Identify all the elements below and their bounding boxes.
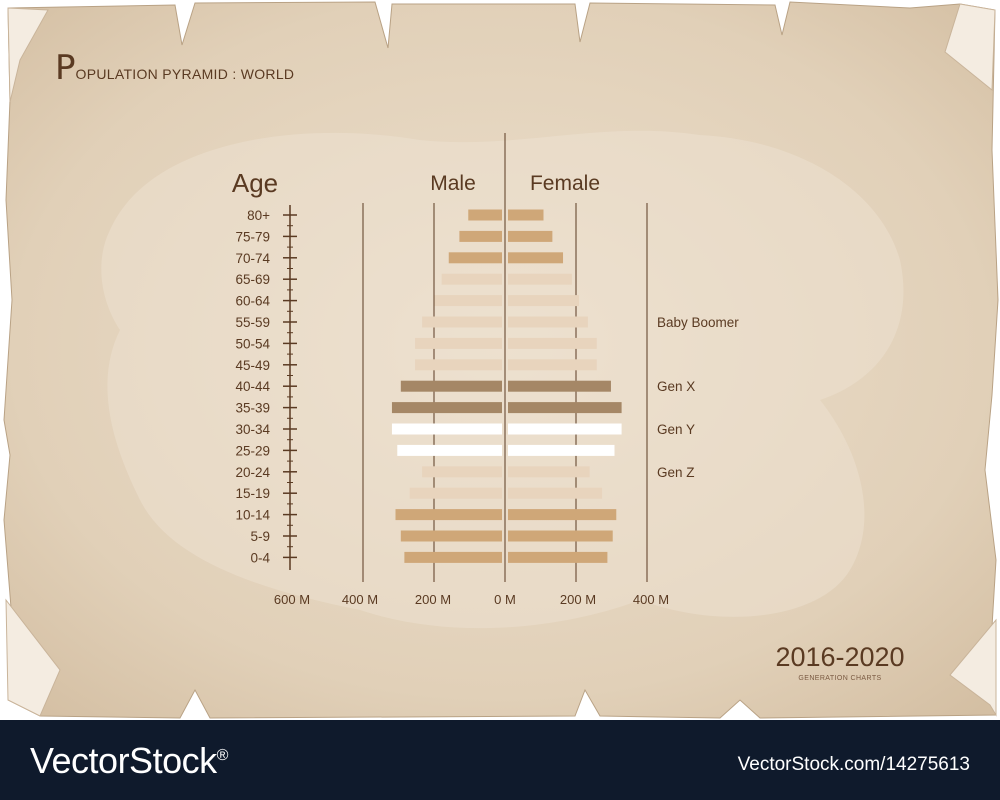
bar-female-10-14	[508, 509, 617, 521]
watermark-brand-text: VectorStock	[30, 740, 217, 781]
bar-female-40-44	[508, 380, 611, 392]
legend-female: Female	[530, 172, 600, 195]
age-label-10-14: 10-14	[235, 508, 270, 523]
bar-female-65-69	[508, 273, 572, 285]
bar-female-30-34	[508, 423, 622, 435]
bar-male-40-44	[400, 380, 502, 392]
torn-corner-bottom-right	[949, 618, 997, 717]
bar-female-70-74	[508, 252, 564, 264]
bar-female-60-64	[508, 295, 579, 307]
age-axis-label: Age	[232, 168, 278, 198]
bar-female-15-19	[508, 487, 603, 499]
age-label-75-79: 75-79	[235, 229, 270, 244]
bar-male-80+	[468, 209, 502, 221]
bar-male-45-49	[415, 359, 502, 371]
age-label-60-64: 60-64	[235, 294, 270, 309]
age-label-15-19: 15-19	[235, 486, 270, 501]
generation-charts-subtitle: GENERATION CHARTS	[798, 675, 882, 682]
bar-male-75-79	[459, 230, 502, 242]
bar-female-50-54	[508, 337, 597, 349]
age-label-65-69: 65-69	[235, 272, 270, 287]
bar-male-0-4	[404, 551, 502, 563]
watermark-image-id: VectorStock.com/14275613	[737, 754, 970, 775]
age-label-45-49: 45-49	[235, 358, 270, 373]
legend-male: Male	[430, 172, 476, 195]
x-tick-label-2: 200 M	[415, 592, 451, 607]
bar-male-60-64	[434, 295, 502, 307]
bar-male-15-19	[409, 487, 502, 499]
bar-female-75-79	[508, 230, 553, 242]
bar-female-80+	[508, 209, 544, 221]
age-label-40-44: 40-44	[235, 379, 270, 394]
period-label: 2016-2020	[775, 642, 905, 672]
title-first-letter: P	[55, 48, 76, 88]
bar-male-65-69	[441, 273, 502, 285]
bar-female-0-4	[508, 551, 608, 563]
bar-female-20-24	[508, 466, 590, 478]
generation-label-baby-boomer: Baby Boomer	[657, 315, 739, 330]
age-label-35-39: 35-39	[235, 401, 270, 416]
bar-male-50-54	[415, 337, 502, 349]
watermark-brand: VectorStock®	[30, 740, 228, 782]
age-label-55-59: 55-59	[235, 315, 270, 330]
bar-male-20-24	[422, 466, 502, 478]
torn-corner-top-right	[944, 3, 996, 92]
age-label-25-29: 25-29	[235, 443, 270, 458]
bar-female-25-29	[508, 444, 615, 456]
age-label-30-34: 30-34	[235, 422, 270, 437]
bar-male-35-39	[391, 402, 502, 414]
age-label-20-24: 20-24	[235, 465, 270, 480]
bar-male-10-14	[395, 509, 502, 521]
age-label-50-54: 50-54	[235, 336, 270, 351]
generation-label-gen-y: Gen Y	[657, 422, 695, 437]
watermark-footer: VectorStock® VectorStock.com/14275613	[0, 720, 1000, 800]
torn-corner-bottom-left	[5, 598, 61, 717]
x-tick-label-5: 400 M	[633, 592, 669, 607]
age-label-5-9: 5-9	[250, 529, 270, 544]
watermark-registered-mark: ®	[216, 747, 229, 764]
bar-male-30-34	[391, 423, 502, 435]
x-tick-label-0: 600 M	[274, 592, 310, 607]
title-rest: OPULATION PYRAMID : WORLD	[75, 66, 295, 82]
generation-label-gen-z: Gen Z	[657, 465, 695, 480]
bar-female-55-59	[508, 316, 588, 328]
page-title: POPULATION PYRAMID : WORLD	[55, 48, 294, 88]
generation-label-gen-x: Gen X	[657, 379, 695, 394]
bar-male-55-59	[422, 316, 502, 328]
torn-corner-top-left	[7, 7, 49, 103]
bar-male-70-74	[448, 252, 502, 264]
bar-female-45-49	[508, 359, 597, 371]
x-tick-label-3: 0 M	[494, 592, 516, 607]
bar-male-25-29	[397, 444, 502, 456]
world-map-silhouette	[101, 130, 904, 629]
age-label-0-4: 0-4	[250, 550, 270, 565]
bar-male-5-9	[400, 530, 502, 542]
bar-female-5-9	[508, 530, 613, 542]
x-tick-label-4: 200 M	[560, 592, 596, 607]
bar-female-35-39	[508, 402, 622, 414]
x-tick-label-1: 400 M	[342, 592, 378, 607]
age-label-80+: 80+	[247, 208, 270, 223]
age-label-70-74: 70-74	[235, 251, 270, 266]
